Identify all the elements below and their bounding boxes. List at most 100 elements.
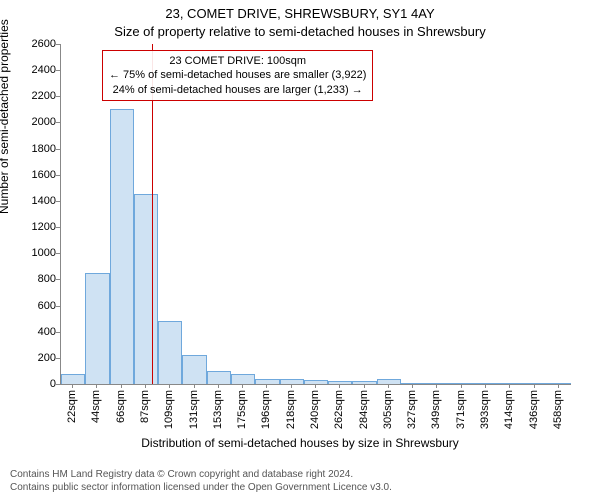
histogram-bar: [280, 379, 304, 384]
x-tick-mark: [218, 384, 219, 388]
y-tick-label: 2200: [16, 90, 56, 102]
histogram-bar: [255, 379, 279, 384]
x-tick-label: 262sqm: [333, 390, 345, 429]
x-tick-label: 393sqm: [479, 390, 491, 429]
y-tick-label: 600: [16, 300, 56, 312]
y-tick-mark: [56, 227, 60, 228]
histogram-bar: [61, 374, 85, 384]
y-tick-label: 200: [16, 352, 56, 364]
x-tick-mark: [461, 384, 462, 388]
footer-line-1: Contains HM Land Registry data © Crown c…: [10, 469, 392, 482]
x-tick-label: 218sqm: [285, 390, 297, 429]
x-tick-label: 414sqm: [503, 390, 515, 429]
y-tick-mark: [56, 149, 60, 150]
marker-info-line: 23 COMET DRIVE: 100sqm: [109, 54, 366, 68]
y-tick-mark: [56, 253, 60, 254]
histogram-bar: [547, 383, 571, 384]
y-tick-label: 1200: [16, 221, 56, 233]
x-tick-label: 458sqm: [552, 390, 564, 429]
y-tick-label: 2000: [16, 116, 56, 128]
histogram-bar: [158, 321, 182, 384]
x-tick-mark: [72, 384, 73, 388]
y-axis-label: Number of semi-detached properties: [0, 19, 11, 214]
y-tick-label: 1600: [16, 169, 56, 181]
x-tick-mark: [412, 384, 413, 388]
y-tick-mark: [56, 306, 60, 307]
marker-info-line: 24% of semi-detached houses are larger (…: [109, 83, 366, 97]
histogram-bar: [207, 371, 231, 384]
marker-info-box: 23 COMET DRIVE: 100sqm← 75% of semi-deta…: [102, 50, 373, 101]
x-tick-label: 240sqm: [309, 390, 321, 429]
histogram-bar: [425, 383, 449, 384]
chart-title-sub: Size of property relative to semi-detach…: [0, 24, 600, 39]
x-tick-mark: [388, 384, 389, 388]
x-tick-mark: [96, 384, 97, 388]
y-tick-mark: [56, 96, 60, 97]
x-tick-label: 305sqm: [382, 390, 394, 429]
x-tick-label: 284sqm: [358, 390, 370, 429]
x-tick-label: 175sqm: [236, 390, 248, 429]
y-tick-mark: [56, 384, 60, 385]
x-tick-label: 436sqm: [528, 390, 540, 429]
histogram-bar: [450, 383, 474, 384]
x-tick-mark: [194, 384, 195, 388]
x-tick-label: 131sqm: [188, 390, 200, 429]
histogram-bar: [498, 383, 522, 384]
x-tick-mark: [315, 384, 316, 388]
y-tick-label: 2400: [16, 64, 56, 76]
x-tick-mark: [242, 384, 243, 388]
y-tick-mark: [56, 44, 60, 45]
x-axis-label: Distribution of semi-detached houses by …: [0, 436, 600, 450]
x-tick-label: 109sqm: [163, 390, 175, 429]
y-tick-label: 1000: [16, 247, 56, 259]
y-tick-label: 0: [16, 378, 56, 390]
x-tick-mark: [266, 384, 267, 388]
chart-title-main: 23, COMET DRIVE, SHREWSBURY, SY1 4AY: [0, 6, 600, 21]
histogram-bar: [377, 379, 401, 384]
x-tick-mark: [169, 384, 170, 388]
y-tick-label: 800: [16, 273, 56, 285]
x-tick-label: 196sqm: [260, 390, 272, 429]
histogram-bar: [401, 383, 425, 384]
x-tick-mark: [485, 384, 486, 388]
marker-info-line: ← 75% of semi-detached houses are smalle…: [109, 68, 366, 82]
x-tick-label: 153sqm: [212, 390, 224, 429]
x-tick-mark: [534, 384, 535, 388]
histogram-bar: [328, 381, 352, 384]
footer-line-2: Contains public sector information licen…: [10, 482, 392, 495]
histogram-bar: [522, 383, 546, 384]
x-tick-mark: [509, 384, 510, 388]
histogram-bar: [110, 109, 134, 384]
x-tick-label: 349sqm: [430, 390, 442, 429]
y-tick-label: 1800: [16, 143, 56, 155]
x-tick-mark: [339, 384, 340, 388]
y-tick-mark: [56, 358, 60, 359]
footer-attribution: Contains HM Land Registry data © Crown c…: [10, 469, 392, 494]
x-tick-mark: [558, 384, 559, 388]
y-tick-mark: [56, 175, 60, 176]
x-tick-mark: [121, 384, 122, 388]
x-tick-mark: [291, 384, 292, 388]
x-tick-label: 87sqm: [139, 390, 151, 423]
y-tick-label: 400: [16, 326, 56, 338]
x-tick-label: 327sqm: [406, 390, 418, 429]
x-tick-label: 44sqm: [90, 390, 102, 423]
x-tick-mark: [436, 384, 437, 388]
x-tick-mark: [145, 384, 146, 388]
x-tick-mark: [364, 384, 365, 388]
x-tick-label: 66sqm: [115, 390, 127, 423]
y-tick-mark: [56, 122, 60, 123]
histogram-bar: [85, 273, 109, 384]
y-tick-label: 1400: [16, 195, 56, 207]
y-tick-label: 2600: [16, 38, 56, 50]
x-tick-label: 371sqm: [455, 390, 467, 429]
x-tick-label: 22sqm: [66, 390, 78, 423]
histogram-bar: [182, 355, 206, 384]
y-tick-mark: [56, 201, 60, 202]
y-tick-mark: [56, 279, 60, 280]
histogram-bar: [352, 381, 376, 384]
histogram-bar: [231, 374, 255, 384]
y-tick-mark: [56, 70, 60, 71]
histogram-bar: [134, 194, 158, 384]
y-tick-mark: [56, 332, 60, 333]
